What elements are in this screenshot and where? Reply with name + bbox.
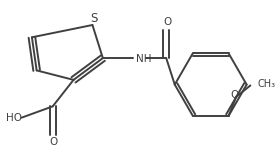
- Text: HO: HO: [6, 113, 22, 123]
- Text: S: S: [91, 12, 98, 25]
- Text: O: O: [163, 17, 171, 27]
- Text: O: O: [50, 137, 58, 147]
- Text: NH: NH: [136, 54, 152, 64]
- Text: O: O: [230, 90, 238, 100]
- Text: CH₃: CH₃: [258, 79, 276, 89]
